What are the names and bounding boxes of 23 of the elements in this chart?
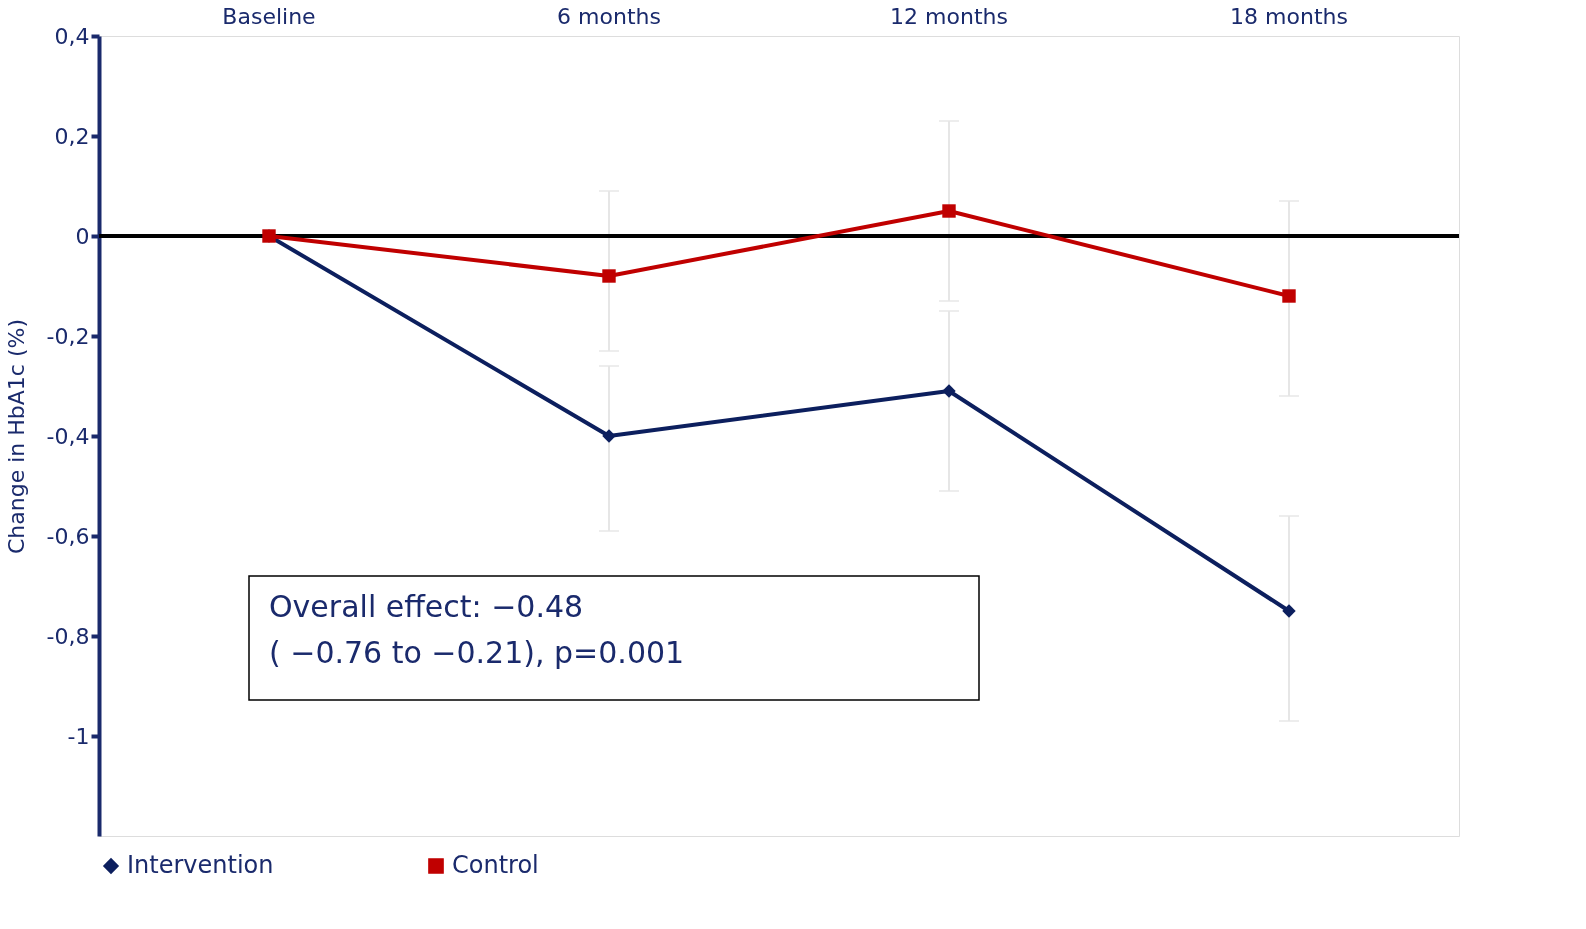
y-tick-label: 0,4 [54,23,90,49]
y-tick-label: -0,8 [46,623,90,649]
legend-label: Control [452,851,539,879]
point [942,204,956,218]
x-tick-label: 6 months [557,3,661,29]
y-tick-label: -0,2 [46,323,90,349]
annotation: Overall effect: −0.48 [269,589,584,624]
point [1282,289,1296,303]
x-tick-label: 12 months [890,3,1008,29]
y-tick-label: 0,2 [54,123,90,149]
point [1282,604,1296,618]
x-tick-label: Baseline [222,3,316,29]
point [942,384,956,398]
y-axis-title: Change in HbA1c (%) [3,319,29,554]
x-tick-label: 18 months [1230,3,1348,29]
legend-label: Intervention [127,851,274,879]
point [602,269,616,283]
y-tick-label: -0,6 [46,523,90,549]
y-tick-label: -0,4 [46,423,90,449]
y-tick-label: -1 [67,723,90,749]
y-tick-label: 0 [75,223,90,249]
point [602,429,616,443]
annotation: ( −0.76 to −0.21), p=0.001 [269,635,685,670]
